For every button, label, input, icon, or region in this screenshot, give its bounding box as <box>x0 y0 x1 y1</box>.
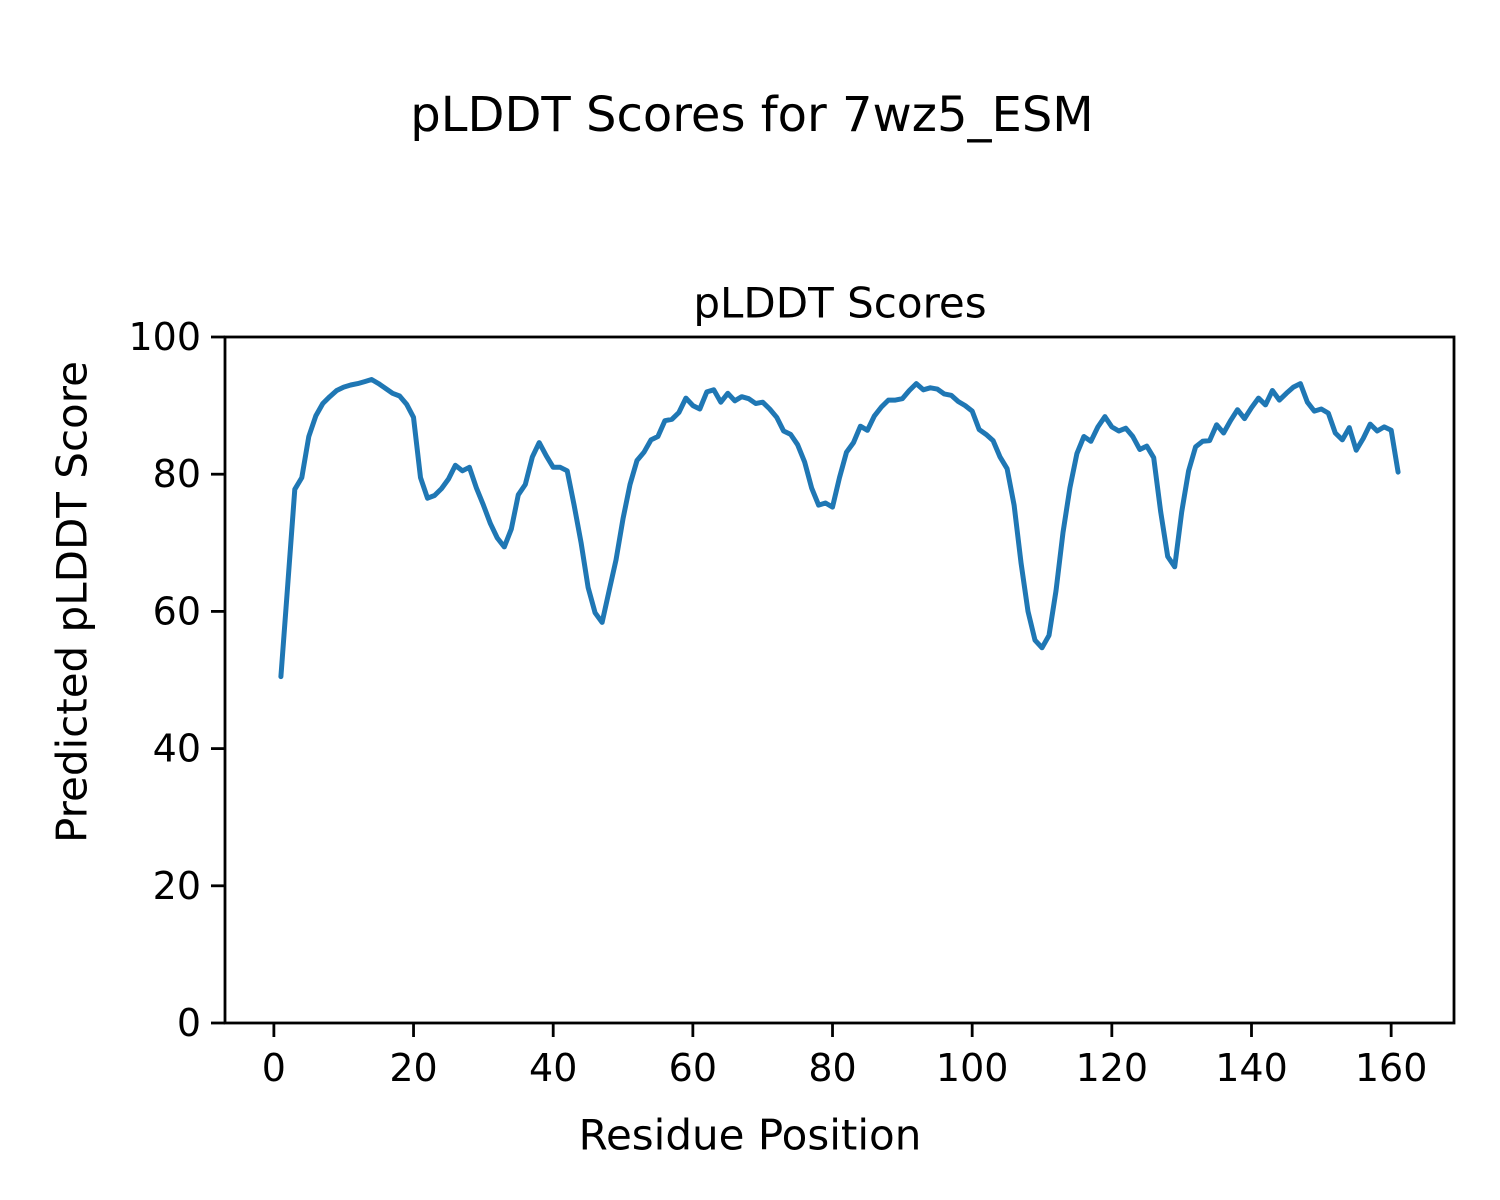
axes-spines <box>223 335 1456 1025</box>
plddt-line <box>278 377 1401 680</box>
x-tick-label: 40 <box>529 1046 577 1090</box>
x-tick-label: 0 <box>262 1046 286 1090</box>
y-tick-label: 60 <box>153 589 201 633</box>
x-tick-label: 160 <box>1355 1046 1428 1090</box>
x-tick-label: 60 <box>669 1046 717 1090</box>
y-tick-label: 20 <box>153 864 201 908</box>
x-tick-label: 140 <box>1215 1046 1288 1090</box>
y-tick-label: 0 <box>177 1001 201 1045</box>
x-tick-label: 100 <box>936 1046 1009 1090</box>
x-tick-label: 120 <box>1076 1046 1149 1090</box>
axes-title: pLDDT Scores <box>693 278 987 328</box>
x-tick-label: 80 <box>808 1046 856 1090</box>
x-tick-label: 20 <box>389 1046 437 1090</box>
y-tick-label: 40 <box>153 727 201 771</box>
y-axis-label: Predicted pLDDT Score <box>47 361 97 843</box>
y-tick-label: 100 <box>128 315 201 359</box>
x-axis-label: Residue Position <box>578 1110 922 1160</box>
figure-suptitle: pLDDT Scores for 7wz5_ESM <box>410 87 1094 143</box>
y-tick-label: 80 <box>153 452 201 496</box>
